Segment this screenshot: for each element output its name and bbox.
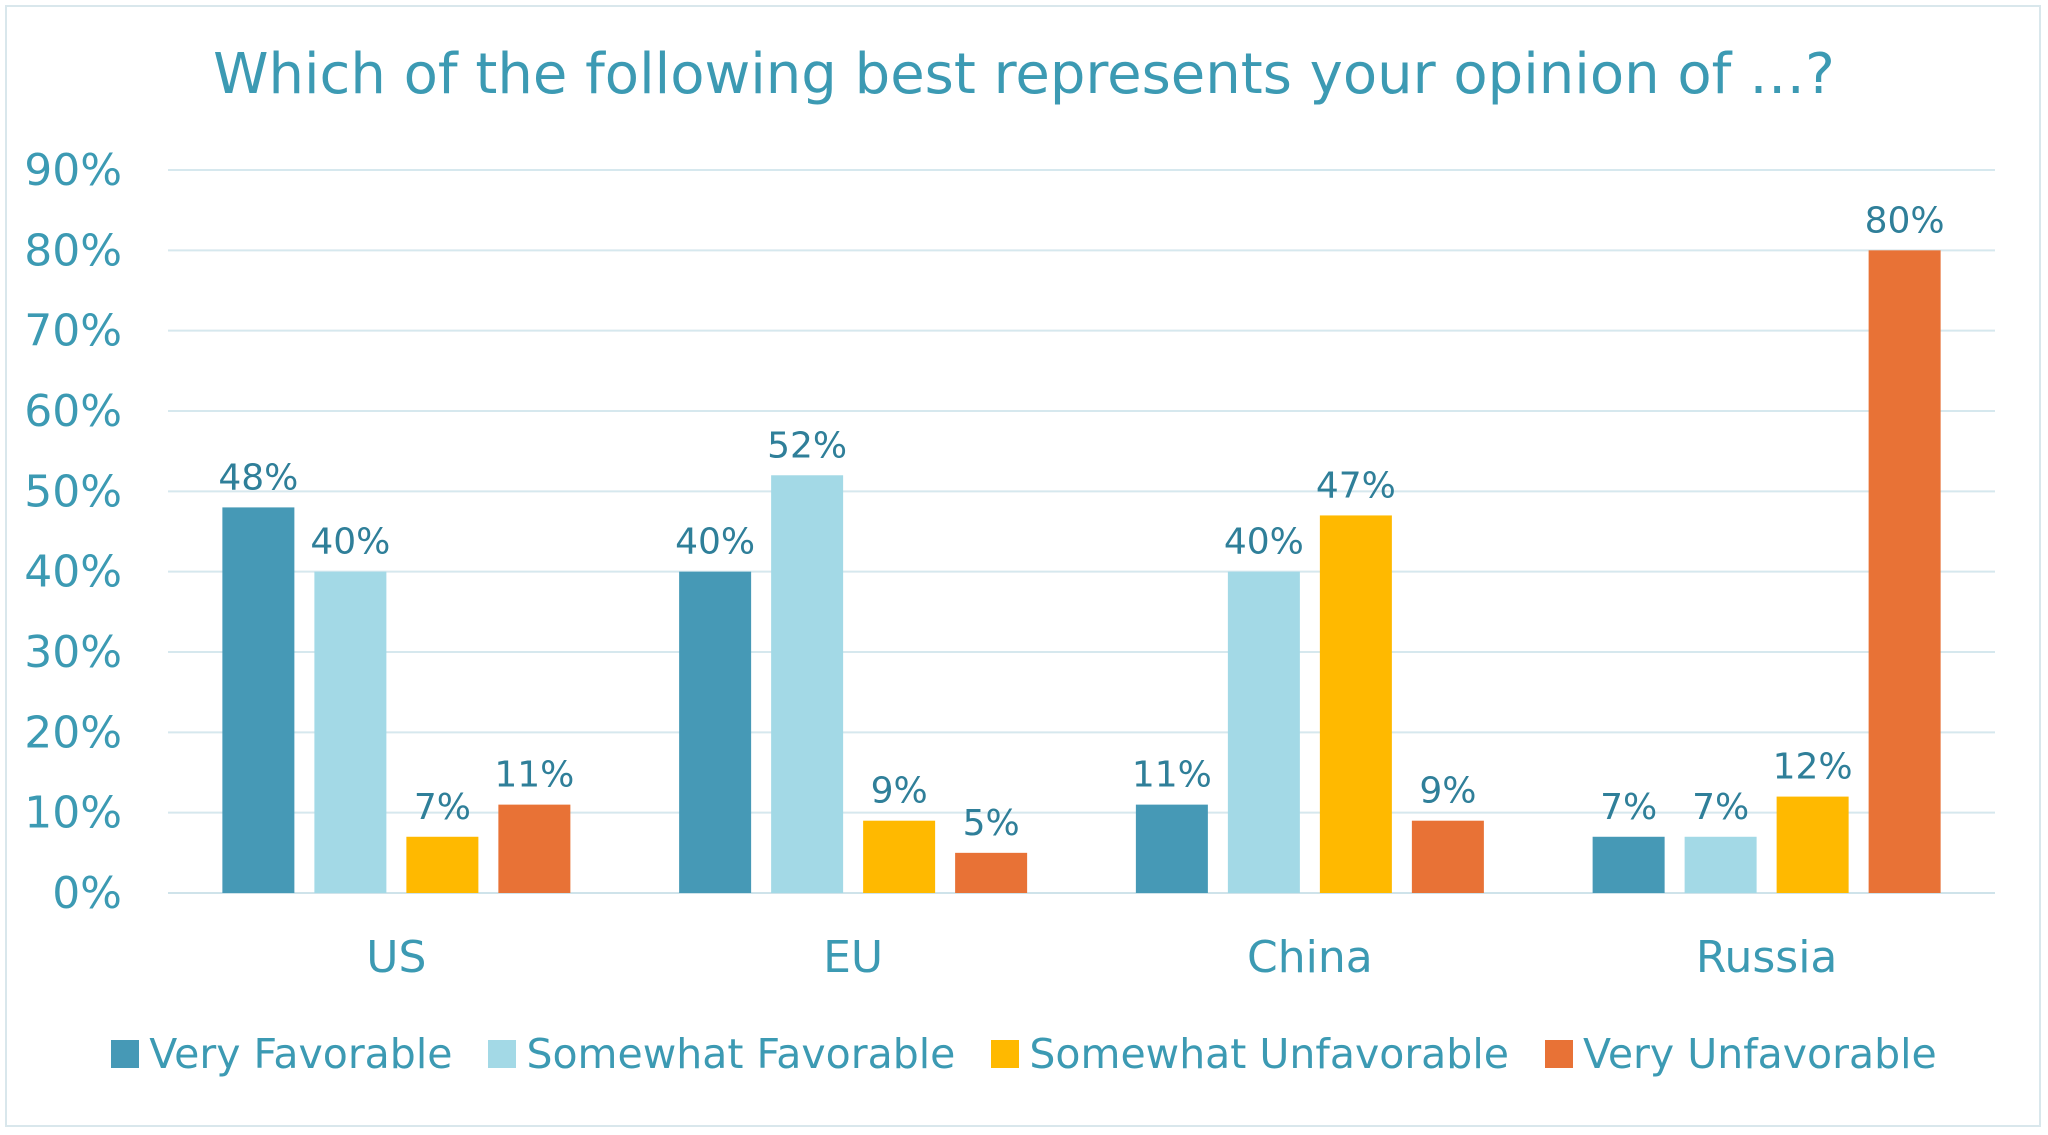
bar (863, 820, 936, 893)
legend-label: Somewhat Favorable (526, 1030, 956, 1078)
x-category-label: Russia (1696, 932, 1838, 983)
legend-label: Somewhat Unfavorable (1029, 1030, 1509, 1078)
data-label: 40% (675, 522, 755, 563)
bar (1868, 250, 1941, 894)
y-tick-label: 40% (24, 547, 122, 598)
y-tick-label: 50% (24, 466, 122, 517)
legend-item: Very Unfavorable (1544, 1030, 1937, 1078)
legend-label: Very Unfavorable (1582, 1030, 1937, 1078)
data-label: 9% (871, 771, 928, 812)
bar (1776, 796, 1849, 893)
x-category-label: EU (823, 932, 883, 983)
data-label: 7% (1600, 787, 1657, 828)
data-label: 52% (767, 425, 847, 466)
y-tick-label: 90% (24, 145, 122, 196)
legend-swatch (1544, 1040, 1573, 1068)
y-tick-label: 80% (24, 225, 122, 276)
data-label: 48% (218, 457, 298, 498)
bar (1592, 836, 1665, 893)
chart-legend: Very Favorable Somewhat Favorable Somewhat… (0, 1030, 2048, 1078)
x-category-label: US (366, 932, 426, 983)
y-tick-label: 30% (24, 627, 122, 678)
chart-frame (5, 5, 2041, 1127)
bar (679, 571, 752, 893)
bar (771, 475, 844, 893)
legend-swatch (111, 1040, 140, 1068)
legend-item: Somewhat Unfavorable (991, 1030, 1509, 1078)
legend-label: Very Favorable (149, 1030, 453, 1078)
legend-swatch (991, 1040, 1020, 1068)
bar (498, 804, 571, 893)
bar (955, 852, 1028, 893)
bar (1411, 820, 1484, 893)
data-label: 9% (1419, 771, 1476, 812)
data-label: 47% (1316, 465, 1396, 506)
legend-swatch (488, 1040, 517, 1068)
data-label: 80% (1865, 200, 1945, 241)
y-tick-label: 60% (24, 386, 122, 437)
y-tick-label: 70% (24, 306, 122, 357)
bar (1227, 571, 1300, 893)
bar (1319, 515, 1392, 893)
data-label: 12% (1773, 747, 1853, 788)
legend-item: Somewhat Favorable (488, 1030, 955, 1078)
data-label: 7% (1692, 787, 1749, 828)
bar (1684, 836, 1757, 893)
data-label: 40% (1224, 522, 1304, 563)
y-tick-label: 0% (52, 868, 122, 919)
y-tick-label: 20% (24, 707, 122, 758)
data-label: 40% (310, 522, 390, 563)
chart-title: Which of the following best represents y… (213, 42, 1835, 107)
y-tick-label: 10% (24, 788, 122, 839)
data-label: 11% (1132, 755, 1212, 796)
data-label: 11% (494, 755, 574, 796)
legend-item: Very Favorable (111, 1030, 452, 1078)
x-category-label: China (1247, 932, 1373, 983)
bar (406, 836, 479, 893)
bar (222, 507, 295, 893)
data-label: 5% (963, 803, 1020, 844)
data-label: 7% (414, 787, 471, 828)
bar (1135, 804, 1208, 893)
bar (314, 571, 387, 893)
